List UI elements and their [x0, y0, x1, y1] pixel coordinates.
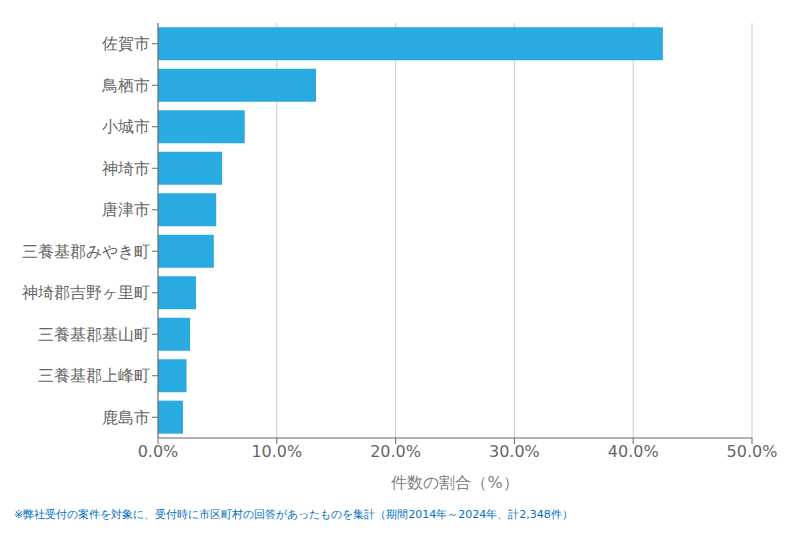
- html-text:※弊社受付の案件を対象に、受付時に市区町村の回答があったもの: ※弊社受付の案件を対象に、受付時に市区町村の回答があったものを集計（期間2014…: [14, 508, 573, 521]
- svg-text:佐賀市: 佐賀市: [102, 34, 150, 53]
- svg-text:10.0%: 10.0%: [251, 442, 302, 461]
- svg-text:鹿島市: 鹿島市: [102, 408, 150, 427]
- svg-text:三養基郡みやき町: 三養基郡みやき町: [22, 242, 150, 261]
- svg-text:0.0%: 0.0%: [138, 442, 179, 461]
- svg-text:鳥栖市: 鳥栖市: [101, 76, 150, 95]
- svg-text:小城市: 小城市: [102, 117, 150, 136]
- svg-text:神埼郡吉野ヶ里町: 神埼郡吉野ヶ里町: [22, 283, 150, 302]
- svg-text:三養基郡基山町: 三養基郡基山町: [38, 325, 150, 344]
- svg-text:50.0%: 50.0%: [727, 442, 778, 461]
- svg-text:30.0%: 30.0%: [489, 442, 540, 461]
- svg-text:唐津市: 唐津市: [102, 200, 150, 219]
- svg-text:20.0%: 20.0%: [370, 442, 421, 461]
- svg-text:三養基郡上峰町: 三養基郡上峰町: [38, 366, 150, 385]
- svg-text:件数の割合（%）: 件数の割合（%）: [391, 473, 518, 492]
- svg-text:神埼市: 神埼市: [102, 159, 150, 178]
- svg-text:40.0%: 40.0%: [608, 442, 659, 461]
